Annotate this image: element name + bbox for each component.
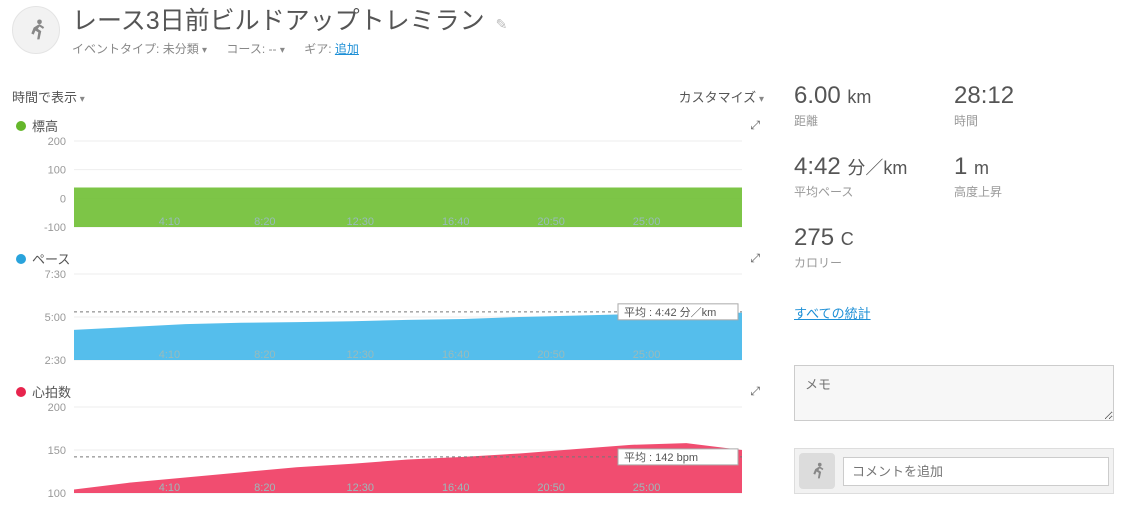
svg-text:200: 200: [48, 136, 66, 148]
svg-text:20:50: 20:50: [537, 482, 565, 494]
svg-text:20:50: 20:50: [537, 349, 565, 361]
pace-chart: ペース⤢7:305:002:30平均 : 4:42 分／km4:108:2012…: [12, 249, 794, 378]
svg-text:25:00: 25:00: [633, 482, 661, 494]
svg-text:7:30: 7:30: [45, 269, 66, 281]
stat-distance: 6.00 km: [794, 82, 954, 110]
svg-text:0: 0: [60, 193, 66, 205]
stat-time: 28:12: [954, 82, 1114, 110]
svg-text:12:30: 12:30: [347, 482, 375, 494]
svg-text:平均 : 4:42 分／km: 平均 : 4:42 分／km: [624, 306, 716, 319]
svg-text:16:40: 16:40: [442, 216, 470, 228]
svg-text:12:30: 12:30: [347, 349, 375, 361]
svg-text:8:20: 8:20: [254, 349, 275, 361]
heart-rate-chart: 心拍数⤢100150200平均 : 142 bpm4:108:2012:3016…: [12, 382, 794, 511]
time-axis-dropdown[interactable]: 時間で表示: [12, 87, 85, 106]
svg-text:20:50: 20:50: [537, 216, 565, 228]
stat-pace: 4:42 分／km: [794, 153, 954, 181]
svg-text:200: 200: [48, 402, 66, 414]
svg-text:4:10: 4:10: [159, 349, 180, 361]
customize-dropdown[interactable]: カスタマイズ: [679, 87, 764, 106]
course-dropdown[interactable]: コース: --: [226, 40, 284, 57]
elevation-chart: 標高⤢-10001002004:108:2012:3016:4020:5025:…: [12, 116, 794, 245]
add-gear-link[interactable]: 追加: [335, 42, 359, 56]
svg-text:150: 150: [48, 445, 66, 457]
svg-text:12:30: 12:30: [347, 216, 375, 228]
memo-input[interactable]: [794, 365, 1114, 421]
svg-text:8:20: 8:20: [254, 216, 275, 228]
svg-text:4:10: 4:10: [159, 216, 180, 228]
svg-text:2:30: 2:30: [45, 355, 66, 367]
svg-text:100: 100: [48, 488, 66, 500]
expand-chart-icon[interactable]: ⤢: [750, 251, 760, 266]
all-stats-link[interactable]: すべての統計: [794, 303, 871, 322]
expand-chart-icon[interactable]: ⤢: [750, 118, 760, 133]
svg-text:25:00: 25:00: [633, 349, 661, 361]
svg-text:25:00: 25:00: [633, 216, 661, 228]
comment-input[interactable]: [843, 457, 1109, 486]
event-type-dropdown[interactable]: イベントタイプ: 未分類: [72, 40, 207, 57]
stat-calories: 275 C: [794, 224, 954, 252]
svg-text:16:40: 16:40: [442, 482, 470, 494]
svg-text:8:20: 8:20: [254, 482, 275, 494]
svg-text:4:10: 4:10: [159, 482, 180, 494]
svg-text:-100: -100: [44, 222, 66, 234]
activity-type-icon: [12, 6, 60, 54]
svg-text:5:00: 5:00: [45, 312, 66, 324]
svg-text:16:40: 16:40: [442, 349, 470, 361]
gear-label: ギア:: [304, 42, 331, 56]
edit-title-icon[interactable]: ✎: [496, 16, 508, 32]
svg-text:100: 100: [48, 165, 66, 177]
stat-elevation: 1 m: [954, 153, 1114, 181]
commenter-avatar-icon: [799, 453, 835, 489]
svg-text:平均 : 142 bpm: 平均 : 142 bpm: [624, 451, 698, 464]
activity-title: レース3日前ビルドアップトレミラン ✎: [72, 6, 507, 36]
expand-chart-icon[interactable]: ⤢: [750, 384, 760, 399]
